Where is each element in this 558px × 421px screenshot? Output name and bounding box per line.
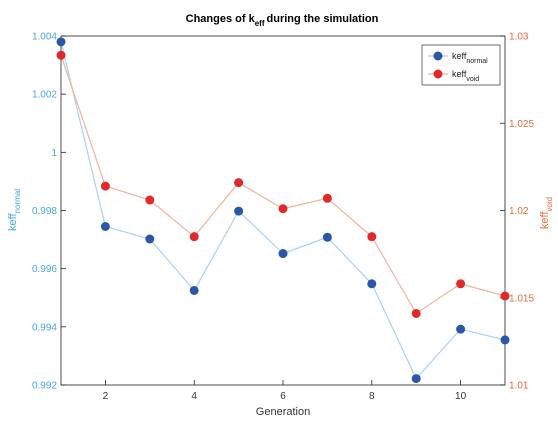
left-axis: 0.992 0.994 0.996 0.998 1 1.002 1.004 xyxy=(32,32,66,392)
data-point-normal xyxy=(278,249,288,259)
data-point-void xyxy=(322,193,332,203)
left-tick-label: 1.002 xyxy=(32,90,57,101)
legend-box xyxy=(421,44,501,86)
data-point-void xyxy=(411,308,421,318)
data-point-normal xyxy=(56,37,66,47)
right-tick-label: 1.02 xyxy=(509,206,529,217)
data-point-normal xyxy=(145,234,155,244)
data-point-void xyxy=(56,50,66,60)
x-axis-label: Generation xyxy=(256,406,310,418)
left-tick-label: 1.004 xyxy=(32,32,57,43)
right-tick-label: 1.01 xyxy=(509,381,529,392)
x-tick-label: 10 xyxy=(455,391,467,402)
series-layer xyxy=(56,37,510,384)
data-point-void xyxy=(189,232,199,242)
legend: keffnormal keffvoid xyxy=(421,44,501,86)
data-point-void xyxy=(234,178,244,188)
data-point-void xyxy=(145,195,155,205)
right-tick-label: 1.025 xyxy=(509,119,534,130)
right-axis-label: keffvoid xyxy=(539,197,554,229)
data-point-normal xyxy=(500,335,510,345)
left-axis-label: keffnormal xyxy=(7,189,22,231)
x-tick-label: 2 xyxy=(103,391,109,402)
data-point-normal xyxy=(456,324,466,334)
x-tick-label: 4 xyxy=(191,391,197,402)
data-point-normal xyxy=(367,279,377,289)
data-point-void xyxy=(500,291,510,301)
legend-marker-normal xyxy=(433,51,443,61)
legend-label-void: keffvoid xyxy=(452,69,479,83)
legend-label-normal: keffnormal xyxy=(452,51,488,65)
data-point-void xyxy=(367,232,377,242)
chart-title: Changes of keff during the simulation xyxy=(186,13,379,28)
left-tick-label: 0.998 xyxy=(32,206,57,217)
data-point-void xyxy=(278,204,288,214)
left-tick-label: 0.996 xyxy=(32,264,57,275)
data-point-normal xyxy=(234,206,244,216)
data-point-normal xyxy=(100,221,110,231)
left-tick-label: 0.992 xyxy=(32,381,57,392)
x-tick-label: 6 xyxy=(280,391,286,402)
data-point-void xyxy=(456,279,466,289)
x-axis: 2 4 6 8 10 xyxy=(103,380,467,402)
left-tick-label: 1 xyxy=(51,148,57,159)
data-point-normal xyxy=(189,285,199,295)
x-tick-label: 8 xyxy=(369,391,375,402)
left-tick-label: 0.994 xyxy=(32,322,57,333)
data-point-void xyxy=(100,181,110,191)
right-tick-label: 1.03 xyxy=(509,32,529,43)
legend-marker-void xyxy=(433,69,443,79)
data-point-normal xyxy=(322,232,332,242)
data-point-normal xyxy=(411,374,421,384)
right-tick-label: 1.015 xyxy=(509,293,534,304)
